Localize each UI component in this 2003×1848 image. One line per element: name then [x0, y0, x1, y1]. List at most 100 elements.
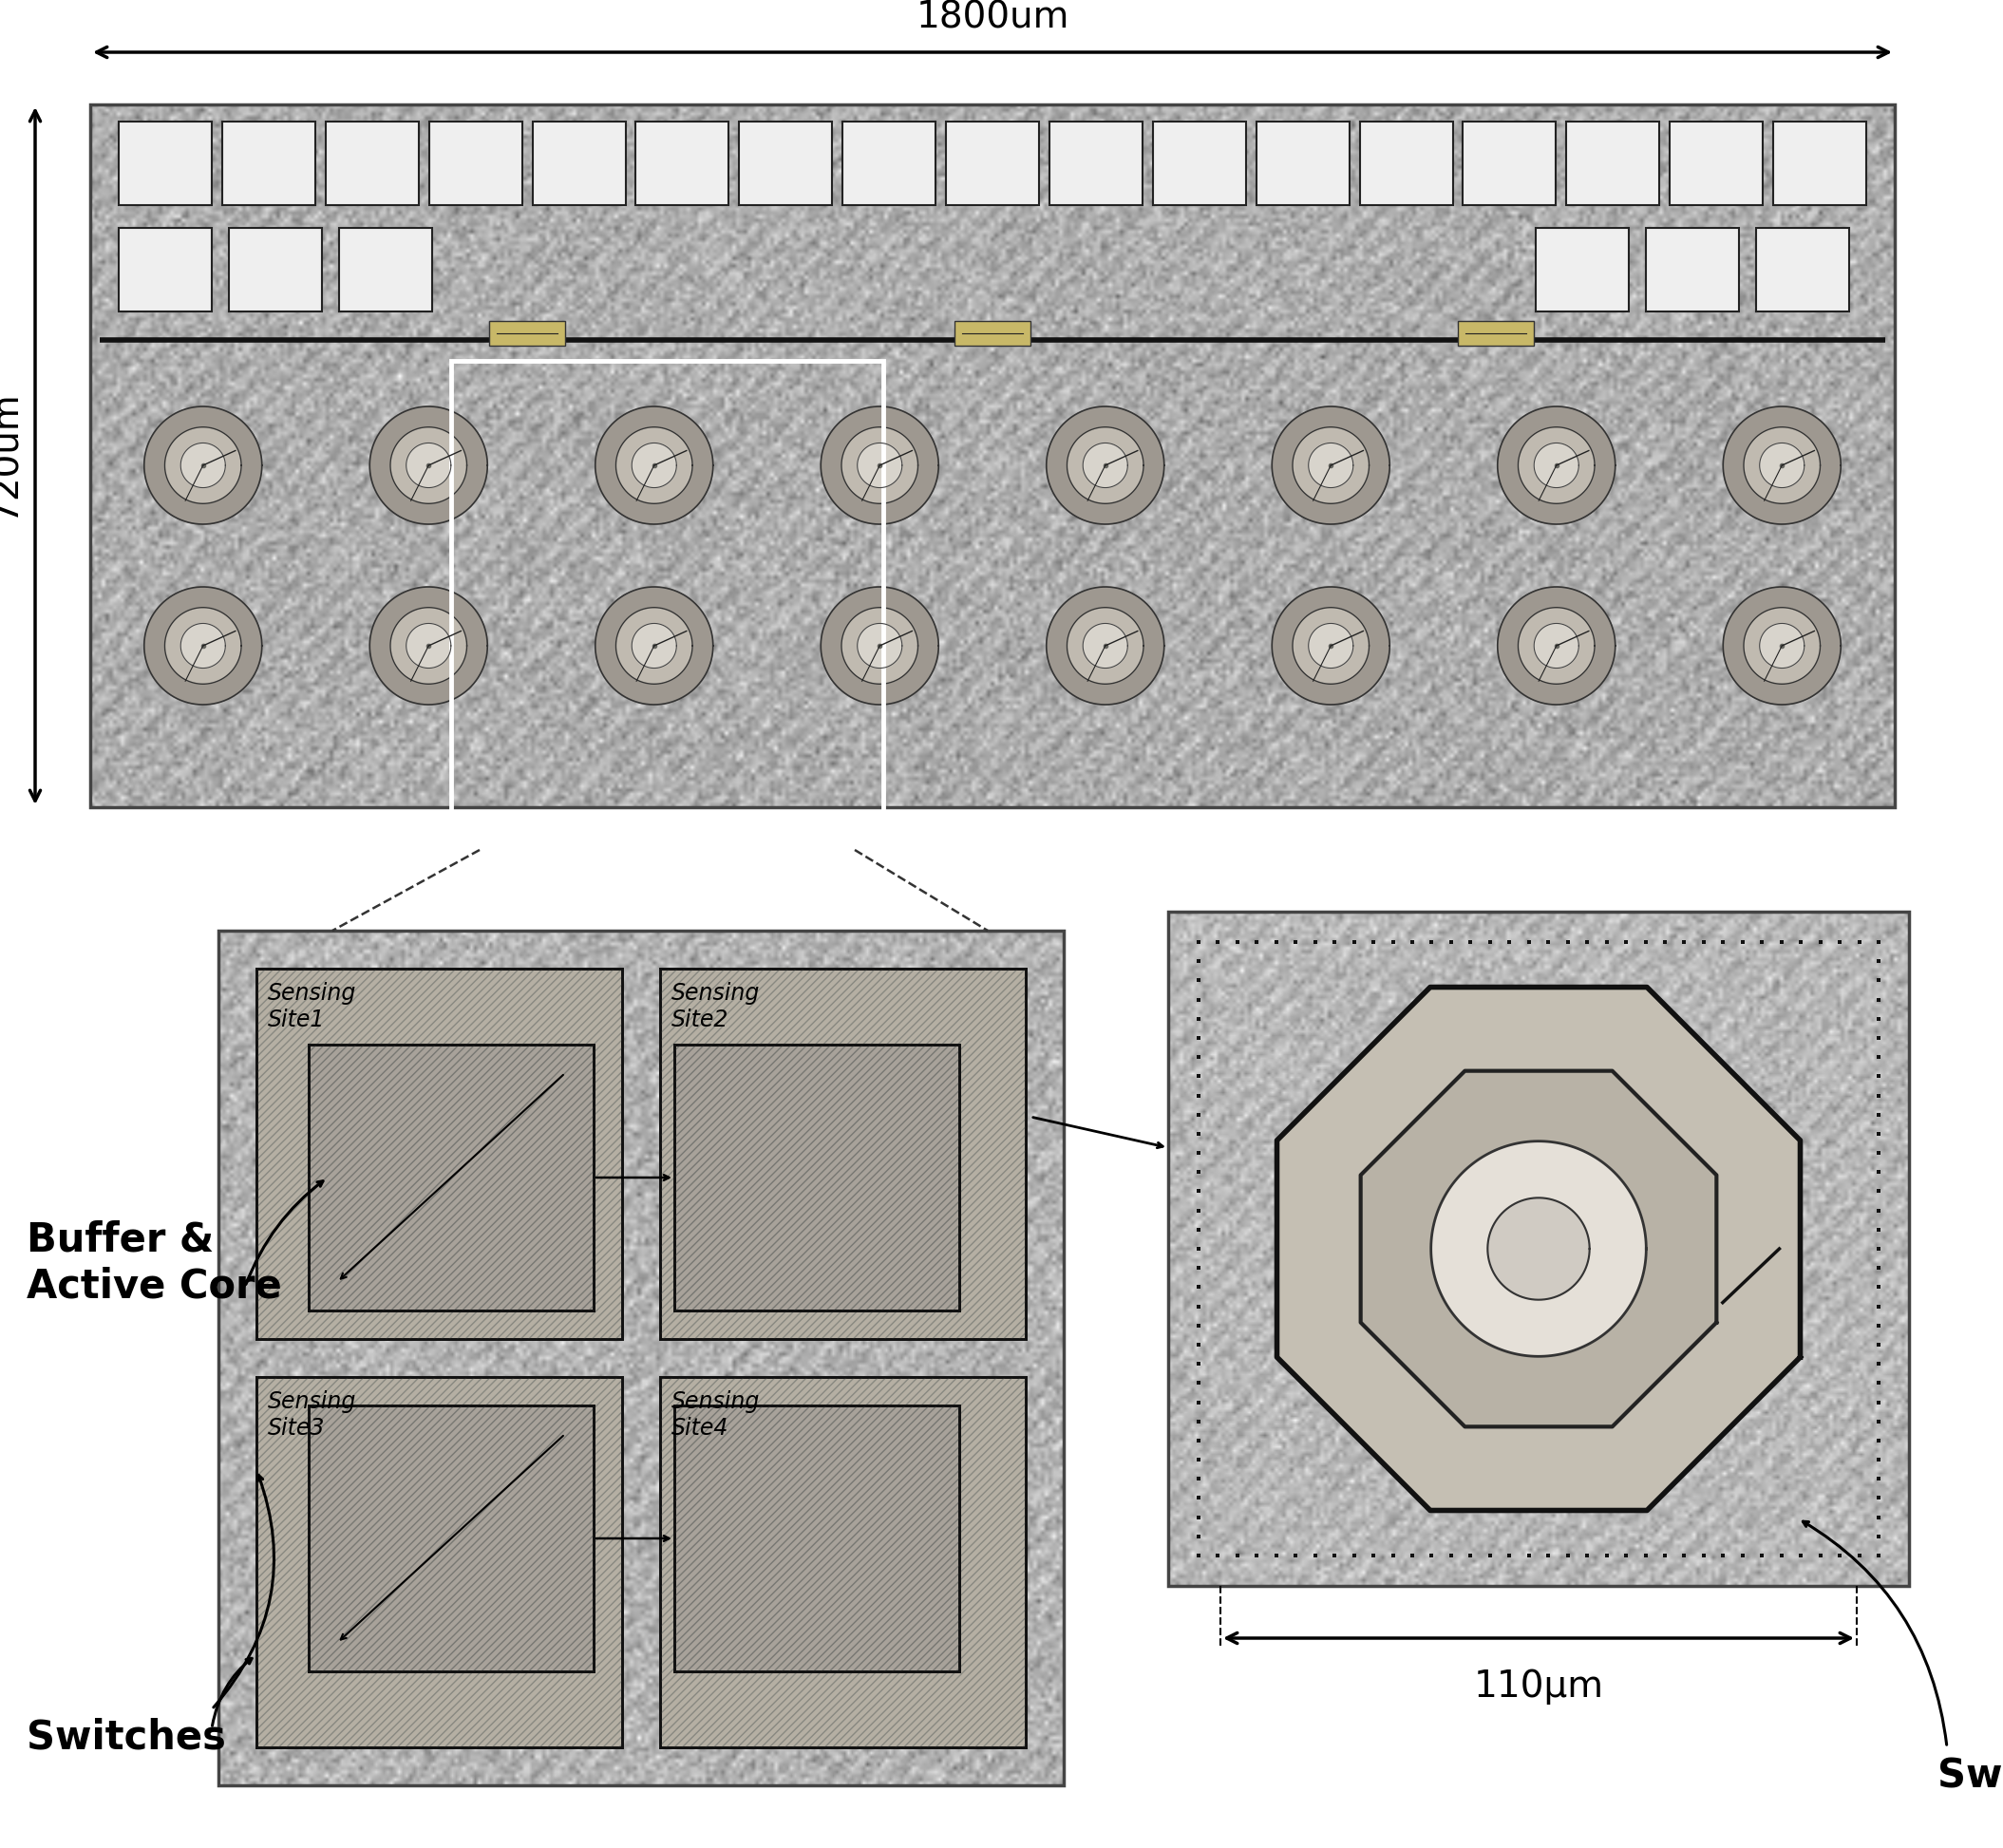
Bar [661, 968, 1026, 1340]
Bar [489, 322, 565, 346]
Text: Sensing
Site1: Sensing Site1 [268, 981, 357, 1031]
Text: Sensing
Site3: Sensing Site3 [268, 1390, 357, 1440]
Polygon shape [1278, 987, 1801, 1510]
Bar [308, 1044, 593, 1310]
Bar [256, 1377, 623, 1748]
Bar [256, 968, 623, 1340]
Polygon shape [1272, 588, 1390, 704]
Polygon shape [631, 444, 677, 488]
Polygon shape [1292, 608, 1370, 684]
Bar [118, 122, 212, 205]
Polygon shape [1360, 1070, 1717, 1427]
Polygon shape [1534, 444, 1578, 488]
Bar [661, 1377, 1026, 1748]
Polygon shape [164, 608, 240, 684]
Bar [256, 1377, 623, 1748]
Bar [661, 968, 1026, 1340]
Polygon shape [1518, 608, 1594, 684]
Polygon shape [841, 608, 917, 684]
Polygon shape [144, 407, 262, 525]
Polygon shape [1430, 1142, 1646, 1356]
Bar [1154, 122, 1246, 205]
Bar [1256, 122, 1350, 205]
Bar [675, 1406, 959, 1671]
Bar [308, 1406, 593, 1671]
Polygon shape [1308, 444, 1354, 488]
Bar [739, 122, 831, 205]
Polygon shape [1084, 623, 1128, 669]
Polygon shape [391, 427, 467, 505]
Polygon shape [595, 588, 713, 704]
Bar [308, 1044, 593, 1310]
Polygon shape [1759, 444, 1805, 488]
Bar [675, 1406, 959, 1671]
Polygon shape [144, 588, 262, 704]
Bar [661, 1377, 1026, 1748]
Bar [1050, 122, 1142, 205]
Polygon shape [615, 427, 693, 505]
Polygon shape [1292, 427, 1370, 505]
Polygon shape [631, 623, 677, 669]
Bar [533, 122, 625, 205]
Bar [256, 968, 623, 1340]
Bar [1458, 322, 1534, 346]
Polygon shape [407, 623, 451, 669]
Bar [843, 122, 935, 205]
Polygon shape [180, 444, 226, 488]
Polygon shape [1046, 588, 1164, 704]
Bar [1757, 227, 1849, 312]
Polygon shape [1046, 407, 1164, 525]
Bar [1566, 122, 1658, 205]
Bar [228, 227, 322, 312]
Polygon shape [1272, 407, 1390, 525]
Polygon shape [1518, 427, 1594, 505]
Text: Buffer &
Active Core: Buffer & Active Core [26, 1220, 282, 1307]
Text: Switches: Switches [1937, 1756, 2003, 1796]
Bar [661, 1377, 1026, 1748]
Polygon shape [1068, 608, 1144, 684]
Bar [955, 322, 1030, 346]
Bar [1360, 122, 1452, 205]
Polygon shape [371, 407, 487, 525]
Polygon shape [164, 427, 240, 505]
Polygon shape [821, 588, 939, 704]
Polygon shape [1488, 1198, 1590, 1299]
Polygon shape [857, 623, 901, 669]
Bar [1462, 122, 1556, 205]
Bar [1646, 227, 1739, 312]
Polygon shape [1745, 427, 1821, 505]
Bar [90, 105, 1895, 808]
Bar [308, 1406, 593, 1671]
Text: Switches: Switches [26, 1719, 226, 1757]
Bar [339, 227, 433, 312]
Bar [1671, 122, 1763, 205]
Bar [222, 122, 314, 205]
Bar [945, 122, 1040, 205]
Bar [256, 968, 623, 1340]
Polygon shape [1759, 623, 1805, 669]
Bar [675, 1044, 959, 1310]
Bar [661, 968, 1026, 1340]
Polygon shape [1498, 407, 1614, 525]
Bar [118, 227, 212, 312]
Bar [326, 122, 419, 205]
Bar [635, 122, 729, 205]
Polygon shape [857, 444, 901, 488]
Polygon shape [1534, 623, 1578, 669]
Polygon shape [1084, 444, 1128, 488]
Bar [675, 1406, 959, 1671]
Bar [675, 1044, 959, 1310]
Bar [1168, 911, 1909, 1586]
Polygon shape [1723, 407, 1841, 525]
Polygon shape [1068, 427, 1144, 505]
Polygon shape [1308, 623, 1354, 669]
Polygon shape [1723, 588, 1841, 704]
Polygon shape [615, 608, 693, 684]
Bar [308, 1044, 593, 1310]
Polygon shape [180, 623, 226, 669]
Polygon shape [371, 588, 487, 704]
Bar [1536, 227, 1628, 312]
Polygon shape [391, 608, 467, 684]
Bar [1773, 122, 1867, 205]
Text: 720um: 720um [0, 392, 24, 521]
